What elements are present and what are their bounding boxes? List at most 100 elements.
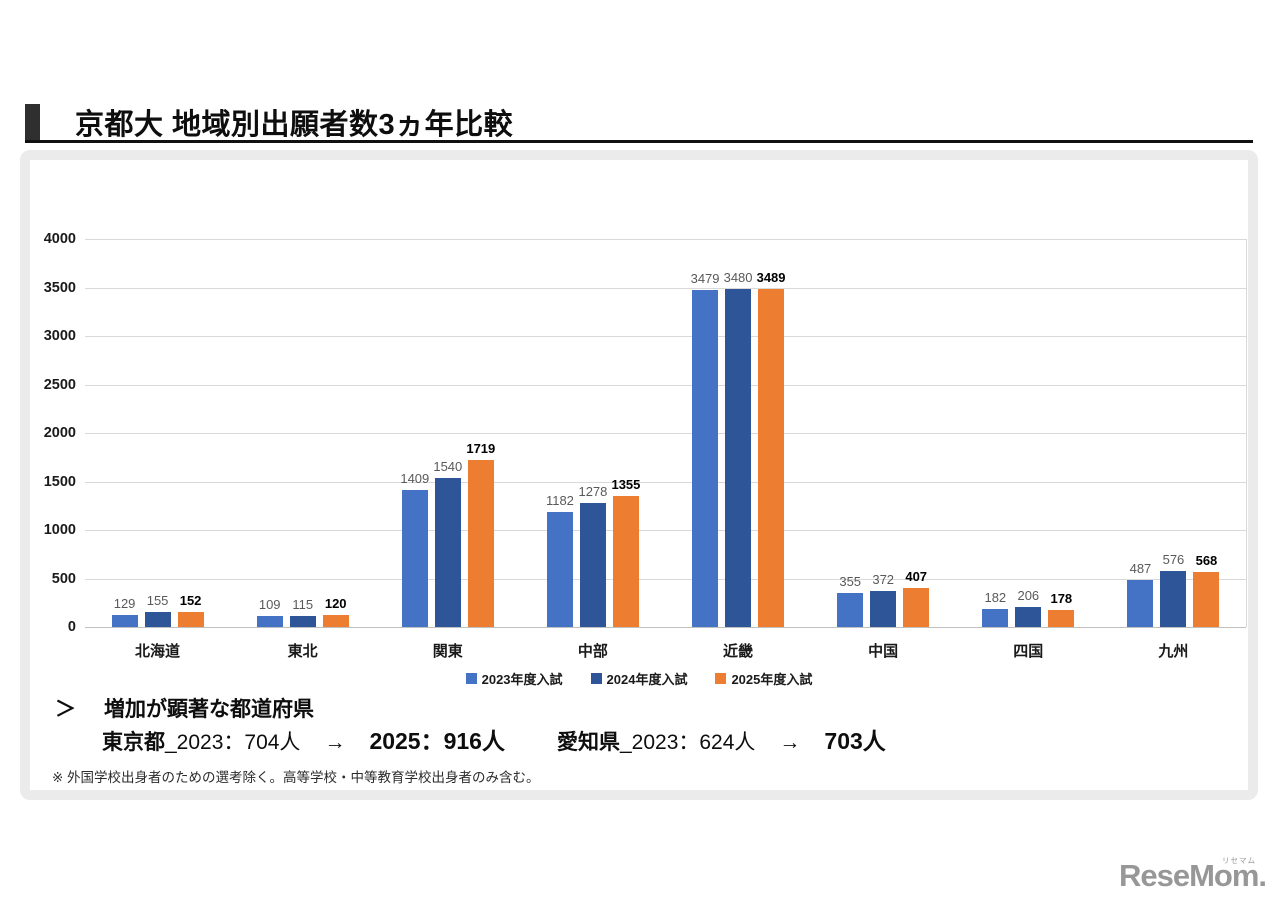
legend-marker-icon — [465, 673, 477, 684]
bar-value-2025年度入試-中部: 1355 — [611, 476, 641, 492]
bar-2025年度入試-関東 — [467, 460, 494, 627]
aichi-from-value: _2023：624人 — [619, 731, 756, 754]
bar-group-北海道: 129 155 152 — [85, 239, 230, 627]
bar-2024年度入試-九州 — [1160, 571, 1187, 627]
gridline-0 — [85, 627, 1246, 628]
bar-value-2023年度入試-東北: 109 — [258, 597, 281, 613]
bar-value-2024年度入試-東北: 115 — [292, 596, 314, 612]
bar-cell: 155 — [144, 239, 171, 627]
legend-item-2023年度入試: 2023年度入試 — [465, 669, 563, 688]
highlight-heading-row: ＞ 増加が顕著な都道府県 — [55, 693, 314, 723]
legend-label: 2023年度入試 — [481, 672, 563, 687]
legend-label: 2025年度入試 — [731, 672, 813, 687]
bar-2024年度入試-東北 — [289, 615, 316, 627]
legend-marker-icon — [590, 673, 602, 684]
bar-value-2025年度入試-中国: 407 — [905, 568, 928, 584]
bar-value-2025年度入試-関東: 1719 — [466, 441, 496, 457]
bar-2023年度入試-近畿 — [692, 289, 719, 627]
bar-cell: 3479 — [690, 239, 720, 627]
bar-group-四国: 182 206 178 — [956, 239, 1101, 627]
bar-value-2023年度入試-近畿: 3479 — [690, 270, 720, 286]
tokyo-from-value: _2023：704人 — [165, 731, 301, 754]
category-label-東北: 東北 — [287, 643, 318, 660]
bar-value-2024年度入試-中部: 1278 — [578, 484, 608, 500]
y-axis-tick-3000: 3000 — [43, 328, 76, 344]
bar-cell: 182 — [982, 239, 1009, 627]
category-label-中国: 中国 — [868, 643, 899, 660]
arrow-tokyo: → — [324, 731, 346, 754]
logo-ruby-text: リセマム — [1222, 856, 1256, 865]
bar-cell: 206 — [1015, 239, 1042, 627]
bar-value-2023年度入試-九州: 487 — [1129, 560, 1152, 576]
tokyo-to-value: 2025：916人 — [369, 728, 505, 754]
arrow-aichi: → — [779, 731, 801, 754]
bar-value-2023年度入試-四国: 182 — [984, 590, 1007, 606]
bar-value-2025年度入試-東北: 120 — [324, 596, 347, 612]
bar-2024年度入試-中国 — [870, 590, 897, 627]
bar-cell: 120 — [322, 239, 349, 627]
gridline-1000 — [85, 530, 1246, 531]
bar-group-九州: 487 576 568 — [1101, 239, 1246, 627]
y-axis-tick-1000: 1000 — [43, 522, 76, 538]
bar-cell: 1719 — [466, 239, 496, 627]
gridline-3000 — [85, 336, 1246, 337]
aichi-prefecture: 愛知県 — [556, 731, 620, 754]
highlight-detail-row: 東京都_2023：704人 → 2025：916人 愛知県_2023：624人 → 703… — [102, 722, 886, 756]
category-label-四国: 四国 — [1013, 643, 1044, 660]
bar-cell: 3480 — [724, 239, 753, 627]
bar-group-中国: 355 372 407 — [811, 239, 956, 627]
bar-cell: 568 — [1193, 239, 1220, 627]
highlight-heading: 増加が顕著な都道府県 — [104, 698, 314, 721]
y-axis-tick-4000: 4000 — [43, 231, 76, 247]
bar-value-2024年度入試-四国: 206 — [1017, 588, 1040, 604]
bar-cell: 3489 — [756, 239, 786, 627]
highlight-marker: ＞ — [55, 698, 76, 721]
chart-panel-inner: 0 500 1000 1500 2000 2500 3000 3500 4000 129 155 15… — [30, 160, 1248, 790]
bar-value-2023年度入試-関東: 1409 — [400, 471, 430, 487]
legend-item-2025年度入試: 2025年度入試 — [715, 669, 812, 688]
gridline-1500 — [85, 481, 1246, 483]
bar-cell: 129 — [111, 239, 138, 627]
bar-value-2024年度入試-北海道: 155 — [146, 592, 169, 608]
bar-2025年度入試-東北 — [322, 615, 349, 627]
aichi-to-value: 703人 — [824, 728, 886, 754]
bar-value-2024年度入試-九州: 576 — [1162, 552, 1185, 568]
bar-chart: 0 500 1000 1500 2000 2500 3000 3500 4000 129 155 15… — [30, 160, 1248, 790]
chart-panel: 0 500 1000 1500 2000 2500 3000 3500 4000 129 155 15… — [20, 150, 1258, 800]
bar-2023年度入試-四国 — [982, 609, 1009, 627]
footnote: ※ 外国学校出身者のための選考除く。高等学校・中等教育学校出身者のみ含む。 — [52, 770, 540, 785]
y-axis-tick-1500: 1500 — [43, 473, 76, 490]
bar-value-2024年度入試-関東: 1540 — [433, 458, 463, 474]
legend-label: 2024年度入試 — [606, 672, 688, 687]
bar-2024年度入試-関東 — [434, 477, 461, 627]
bar-2023年度入試-東北 — [256, 616, 283, 627]
category-label-九州: 九州 — [1158, 643, 1189, 660]
gridline-500 — [85, 578, 1246, 580]
category-label-近畿: 近畿 — [723, 643, 754, 660]
bar-cell: 407 — [903, 239, 930, 627]
bar-2025年度入試-四国 — [1048, 609, 1075, 627]
bar-2025年度入試-中部 — [612, 495, 639, 627]
bar-value-2024年度入試-中国: 372 — [872, 571, 895, 587]
y-axis-tick-0: 0 — [67, 619, 76, 635]
bar-value-2023年度入試-北海道: 129 — [113, 595, 136, 611]
bar-group-近畿: 3479 3480 3489 — [666, 239, 811, 627]
bar-2025年度入試-北海道 — [177, 612, 204, 627]
bar-cell: 1182 — [545, 239, 574, 627]
chart-legend: 2023年度入試 2024年度入試 2025年度入試 — [30, 669, 1248, 688]
bar-2023年度入試-九州 — [1127, 579, 1154, 627]
category-label-中部: 中部 — [577, 643, 608, 660]
bar-2023年度入試-中部 — [546, 512, 573, 627]
bar-value-2025年度入試-近畿: 3489 — [756, 269, 786, 285]
gridline-3500 — [85, 287, 1246, 289]
category-label-北海道: 北海道 — [135, 643, 181, 660]
bar-value-2023年度入試-中部: 1182 — [545, 493, 574, 509]
logo-text: ReseMom. — [1118, 858, 1267, 893]
y-axis-tick-500: 500 — [51, 570, 76, 587]
bar-2023年度入試-関東 — [401, 490, 428, 627]
bar-cell: 372 — [870, 239, 897, 627]
bar-2025年度入試-中国 — [903, 587, 930, 627]
bar-cell: 109 — [256, 239, 283, 627]
y-axis-tick-2500: 2500 — [43, 376, 76, 393]
gridline-2500 — [85, 384, 1246, 386]
